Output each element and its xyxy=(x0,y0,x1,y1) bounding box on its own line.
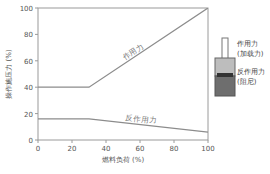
piston-head xyxy=(217,73,233,77)
x-tick xyxy=(72,140,73,143)
y-tick-label: 100 xyxy=(20,5,33,13)
plot-lines xyxy=(38,8,208,132)
annotation: (阻尼) xyxy=(237,78,257,86)
x-tick xyxy=(140,140,141,143)
piston-rod xyxy=(222,38,228,60)
y-tick-label: 60 xyxy=(24,58,33,66)
plot-frame xyxy=(38,8,208,140)
chart-svg: 0 20 40 60 80 100 0 20 40 60 80 100 燃料负荷 (%) 操作施压力 (%… xyxy=(0,0,270,174)
y-tick-label: 80 xyxy=(24,31,33,39)
x-tick xyxy=(208,140,209,143)
x-axis-label: 燃料负荷 (%) xyxy=(102,156,145,164)
y-tick-label: 20 xyxy=(24,111,33,119)
x-tick xyxy=(174,140,175,143)
x-tick-label: 40 xyxy=(102,145,111,153)
x-tick-label: 100 xyxy=(201,145,214,153)
cylinder-lower xyxy=(215,76,235,96)
cylinder-upper xyxy=(215,58,235,76)
series-label: 反作用力 xyxy=(124,113,157,125)
y-tick-label: 40 xyxy=(24,84,33,92)
y-tick xyxy=(35,34,38,35)
x-tick-label: 60 xyxy=(136,145,145,153)
y-tick xyxy=(35,87,38,88)
y-tick xyxy=(35,113,38,114)
x-tick-label: 0 xyxy=(36,145,40,153)
y-axis-label: 操作施压力 (%) xyxy=(5,49,13,99)
x-tick-label: 20 xyxy=(68,145,77,153)
annotation: (加载力) xyxy=(237,50,264,58)
series-line xyxy=(38,8,208,87)
x-tick xyxy=(106,140,107,143)
y-tick-label: 0 xyxy=(29,137,33,145)
x-tick-label: 80 xyxy=(170,145,179,153)
series-label: 作用力 xyxy=(120,41,146,62)
x-tick xyxy=(38,140,39,143)
y-tick xyxy=(35,8,38,9)
y-tick xyxy=(35,60,38,61)
series-line xyxy=(38,119,208,132)
annotation: 作用力 xyxy=(236,40,258,48)
annotation: 反作用力 xyxy=(237,68,265,76)
chart-root: 0 20 40 60 80 100 0 20 40 60 80 100 燃料负荷 (%) 操作施压力 (%… xyxy=(0,0,270,174)
